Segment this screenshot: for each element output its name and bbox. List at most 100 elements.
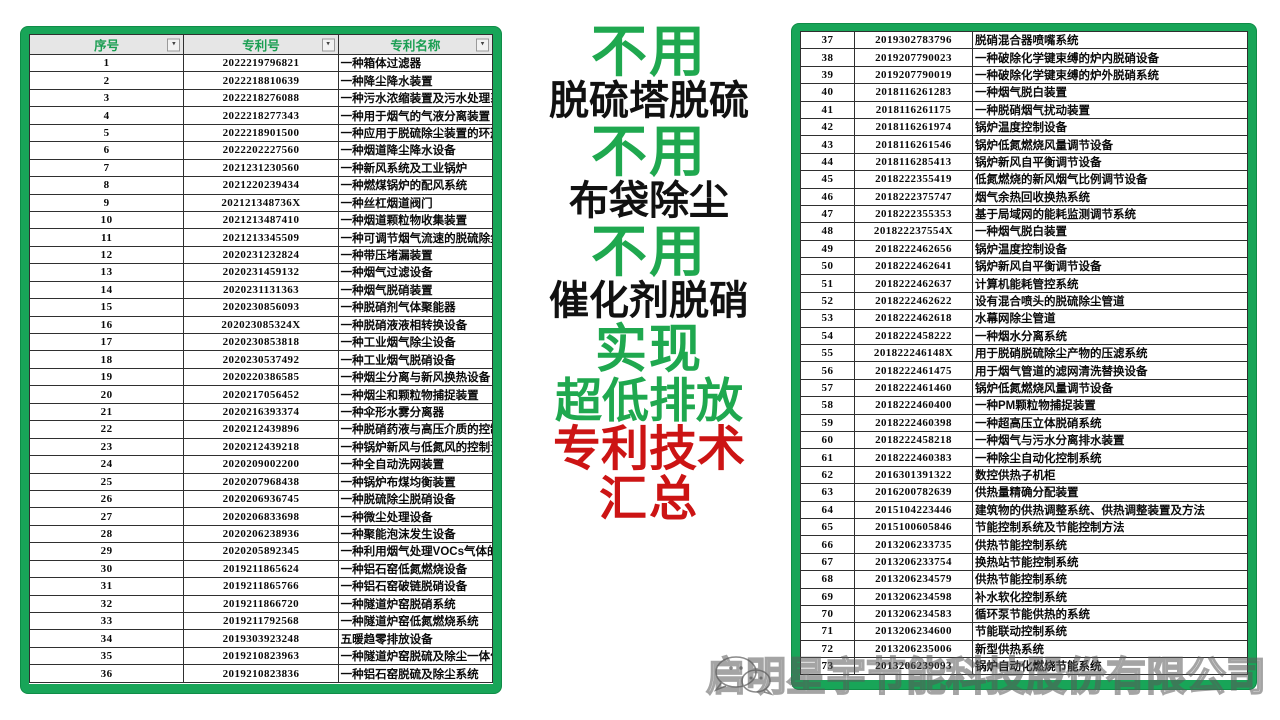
table-row[interactable]: 49 2018222462656 锅炉温度控制设备	[800, 239, 1248, 259]
cell-index: 27	[29, 507, 185, 526]
table-row[interactable]: 68 2013206234579 供热节能控制系统	[800, 570, 1248, 589]
table-row[interactable]: 9 202121348736X 一种丝杠烟道阀门	[29, 193, 493, 212]
column-header-patent-number[interactable]: 专利号 ▾	[183, 34, 339, 55]
cell-index: 53	[800, 309, 855, 328]
table-row[interactable]: 7 2021231230560 一种新风系统及工业锅炉	[29, 158, 493, 178]
table-row[interactable]: 52 2018222462622 设有混合喷头的脱硫除尘管道	[800, 291, 1248, 311]
table-row[interactable]: 73 2013206239093 锅炉自动化燃烧节能系统	[800, 657, 1248, 676]
table-row[interactable]: 19 2020220386585 一种烟尘分离与新风换热设备	[29, 367, 493, 387]
table-row[interactable]: 25 2020207968438 一种锅炉布煤均衡装置	[29, 472, 493, 491]
table-row[interactable]: 39 2019207790019 一种破除化学键束缚的炉外脱硝系统	[800, 65, 1248, 85]
table-row[interactable]: 50 2018222462641 锅炉新风自平衡调节设备	[800, 257, 1248, 276]
column-header-patent-name[interactable]: 专利名称 ▾	[337, 34, 493, 55]
table-row[interactable]: 33 2019211792568 一种隧道炉窑低氮燃烧系统	[29, 611, 493, 631]
cell-patent-name: 锅炉低氮燃烧风量调节设备	[972, 135, 1248, 154]
table-row[interactable]: 63 2016200782639 供热量精确分配装置	[800, 483, 1248, 502]
table-row[interactable]: 15 2020230856093 一种脱硝剂气体聚能器	[29, 298, 493, 317]
table-row[interactable]: 1 2022219796821 一种箱体过滤器	[29, 53, 493, 73]
cell-patent-name: 一种铝石窑脱硫及除尘系统	[337, 664, 493, 683]
table-row[interactable]: 32 2019211866720 一种隧道炉窑脱硝系统	[29, 594, 493, 614]
cell-patent-number: 2018222460400	[854, 396, 973, 415]
table-row[interactable]: 72 2013206235006 新型供热系统	[800, 639, 1248, 659]
table-row[interactable]: 21 2020216393374 一种伞形水雾分离器	[29, 402, 493, 422]
table-row[interactable]: 64 2015104223446 建筑物的供热调整系统、供热调整装置及方法	[800, 500, 1248, 519]
cell-patent-number: 2021213345509	[183, 228, 339, 247]
table-row[interactable]: 2 2022218810639 一种降尘降水装置	[29, 71, 493, 90]
cell-patent-number: 2020230856093	[183, 298, 339, 317]
table-row[interactable]: 36 2019210823836 一种铝石窑脱硫及除尘系统	[29, 664, 493, 683]
cell-index: 55	[800, 344, 855, 363]
table-row[interactable]: 59 2018222460398 一种超高压立体脱硝系统	[800, 413, 1248, 432]
table-row[interactable]: 43 2018116261546 锅炉低氮燃烧风量调节设备	[800, 135, 1248, 154]
cell-patent-number: 2013206234598	[854, 587, 973, 606]
column-header-index[interactable]: 序号 ▾	[29, 34, 185, 55]
cell-index: 43	[800, 135, 855, 154]
table-row[interactable]: 42 2018116261974 锅炉温度控制设备	[800, 117, 1248, 137]
cell-patent-name: 建筑物的供热调整系统、供热调整装置及方法	[972, 500, 1248, 519]
table-row[interactable]: 53 2018222462618 水幕网除尘管道	[800, 309, 1248, 328]
cell-index: 64	[800, 500, 855, 519]
filter-dropdown-icon[interactable]: ▾	[476, 38, 489, 51]
table-row[interactable]: 38 2019207790023 一种破除化学键束缚的炉内脱硝设备	[800, 48, 1248, 67]
table-row[interactable]: 232020212439218一种锅炉新风与低氮风的控制设备	[29, 437, 493, 457]
table-row[interactable]: 55 201822246148X 用于脱硝脱硫除尘产物的压滤系统	[800, 344, 1248, 363]
table-row[interactable]: 62 2016301391322 数控供热子机柜	[800, 465, 1248, 485]
table-row[interactable]: 20 2020217056452 一种烟尘和颗粒物捕捉装置	[29, 385, 493, 404]
table-row[interactable]: 292020205892345一种利用烟气处理VOCs气体的设备	[29, 542, 493, 561]
table-row[interactable]: 51 2018222462637 计算机能耗管控系统	[800, 274, 1248, 293]
table-row[interactable]: 60 2018222458218 一种烟气与污水分离排水装置	[800, 430, 1248, 450]
table-row[interactable]: 27 2020206833698 一种微尘处理设备	[29, 507, 493, 526]
table-row[interactable]: 30 2019211865624 一种铝石窑低氮燃烧设备	[29, 559, 493, 579]
table-row[interactable]: 352019210823963一种隧道炉窑脱硫及除尘一体化设备	[29, 646, 493, 666]
table-row[interactable]: 24 2020209002200 一种全自动洗网装置	[29, 455, 493, 474]
cell-patent-number: 2020205892345	[183, 542, 339, 561]
table-row[interactable]: 71 2013206234600 节能联动控制系统	[800, 622, 1248, 641]
table-row[interactable]: 44 2018116285413 锅炉新风自平衡调节设备	[800, 152, 1248, 172]
cell-patent-name: 供热量精确分配装置	[972, 483, 1248, 502]
table-row[interactable]: 18 2020230537492 一种工业烟气脱硝设备	[29, 350, 493, 369]
table-row[interactable]: 40 2018116261283 一种烟气脱白装置	[800, 83, 1248, 102]
table-row[interactable]: 12 2020231232824 一种带压堵漏装置	[29, 245, 493, 265]
table-row[interactable]: 17 2020230853818 一种工业烟气除尘设备	[29, 332, 493, 352]
table-row[interactable]: 56 2018222461475 用于烟气管道的滤网清洗替换设备	[800, 361, 1248, 380]
table-row[interactable]: 222020212439896一种脱硝药液与高压介质的控制设备	[29, 420, 493, 439]
table-row[interactable]: 48 201822237554X 一种烟气脱白装置	[800, 222, 1248, 241]
table-row[interactable]: 31 2019211865766 一种铝石窑破链脱硝设备	[29, 577, 493, 596]
table-row[interactable]: 6 2022202227560 一种烟道降尘降水设备	[29, 141, 493, 160]
table-row[interactable]: 47 2018222355353 基于局域网的能耗监测调节系统	[800, 204, 1248, 224]
filter-dropdown-icon[interactable]: ▾	[321, 38, 335, 51]
table-row[interactable]: 69 2013206234598 补水软化控制系统	[800, 587, 1248, 606]
table-row[interactable]: 34 2019303923248 五暖趋零排放设备	[29, 629, 493, 648]
table-row[interactable]: 41 2018116261175 一种脱硝烟气扰动装置	[800, 100, 1248, 119]
table-row[interactable]: 14 2020231131363 一种烟气脱硝装置	[29, 280, 493, 300]
table-row[interactable]: 46 2018222375747 烟气余热回收换热系统	[800, 187, 1248, 206]
table-row[interactable]: 45 2018222355419 低氮燃烧的新风烟气比例调节设备	[800, 170, 1248, 189]
cell-index: 20	[29, 385, 185, 404]
table-row[interactable]: 67 2013206233754 换热站节能控制系统	[800, 552, 1248, 572]
table-row[interactable]: 112021213345509一种可调节烟气流速的脱硫除尘设备	[29, 228, 493, 247]
cell-patent-number: 2022218277343	[183, 106, 339, 125]
table-row[interactable]: 54 2018222458222 一种烟水分离系统	[800, 326, 1248, 346]
table-row[interactable]: 13 2020231459132 一种烟气过滤设备	[29, 263, 493, 282]
table-row[interactable]: 4 2022218277343 一种用于烟气的气液分离装置	[29, 106, 493, 125]
table-row[interactable]: 52022218901500一种应用于脱硫除尘装置的环形喷嘴	[29, 123, 493, 143]
table-row[interactable]: 32022218276088一种污水浓缩装置及污水处理系统	[29, 88, 493, 108]
table-row[interactable]: 16 202023085324X 一种脱硝液液相转换设备	[29, 315, 493, 335]
cell-patent-name: 一种应用于脱硫除尘装置的环形喷嘴	[337, 123, 493, 143]
table-row[interactable]: 8 2021220239434 一种燃煤锅炉的配风系统	[29, 176, 493, 195]
table-row[interactable]: 61 2018222460383 一种除尘自动化控制系统	[800, 448, 1248, 467]
table-row[interactable]: 58 2018222460400 一种PM颗粒物捕捉装置	[800, 396, 1248, 415]
table-row[interactable]: 57 2018222461460 锅炉低氮燃烧风量调节设备	[800, 378, 1248, 398]
table-row[interactable]: 37 2019302783796 脱硝混合器喷嘴系统	[800, 31, 1248, 50]
filter-dropdown-icon[interactable]: ▾	[167, 38, 181, 51]
table-row[interactable]: 70 2013206234583 循环泵节能供热的系统	[800, 604, 1248, 624]
table-row[interactable]: 65 2015100605846 节能控制系统及节能控制方法	[800, 517, 1248, 537]
cell-patent-name: 一种烟气脱白装置	[972, 222, 1248, 241]
column-header-index-label: 序号	[94, 39, 120, 53]
table-row[interactable]: 26 2020206936745 一种脱硫除尘脱硝设备	[29, 489, 493, 509]
table-row[interactable]: 10 2021213487410 一种烟道颗粒物收集装置	[29, 210, 493, 230]
table-row[interactable]: 28 2020206238936 一种聚能泡沫发生设备	[29, 524, 493, 544]
table-row[interactable]: 66 2013206233735 供热节能控制系统	[800, 535, 1248, 554]
cell-patent-number: 2018222355353	[854, 204, 973, 224]
